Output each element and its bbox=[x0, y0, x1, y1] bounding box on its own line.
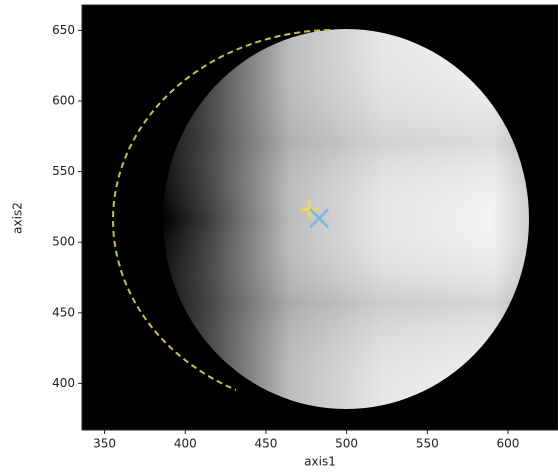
x-axis-label: axis1 bbox=[304, 455, 336, 469]
page: axis1 axis2 350 400 450 500 550 600 400 450 500 5… bbox=[0, 0, 558, 472]
y-tick-label: 550 bbox=[52, 164, 75, 178]
planet-bands bbox=[163, 29, 529, 409]
x-tick-label: 400 bbox=[174, 437, 197, 451]
y-tick-label: 500 bbox=[52, 235, 75, 249]
x-tick-label: 550 bbox=[416, 437, 439, 451]
x-tick-label: 450 bbox=[254, 437, 277, 451]
y-tick-label: 400 bbox=[52, 376, 75, 390]
x-tick-label: 600 bbox=[497, 437, 520, 451]
x-tick-label: 500 bbox=[335, 437, 358, 451]
x-tick-label: 350 bbox=[93, 437, 116, 451]
y-tick-label: 650 bbox=[52, 23, 75, 37]
y-tick-label: 600 bbox=[52, 94, 75, 108]
chart: axis1 axis2 350 400 450 500 550 600 400 450 500 5… bbox=[0, 0, 558, 472]
y-tick-label: 450 bbox=[52, 305, 75, 319]
y-axis-label: axis2 bbox=[11, 202, 25, 234]
